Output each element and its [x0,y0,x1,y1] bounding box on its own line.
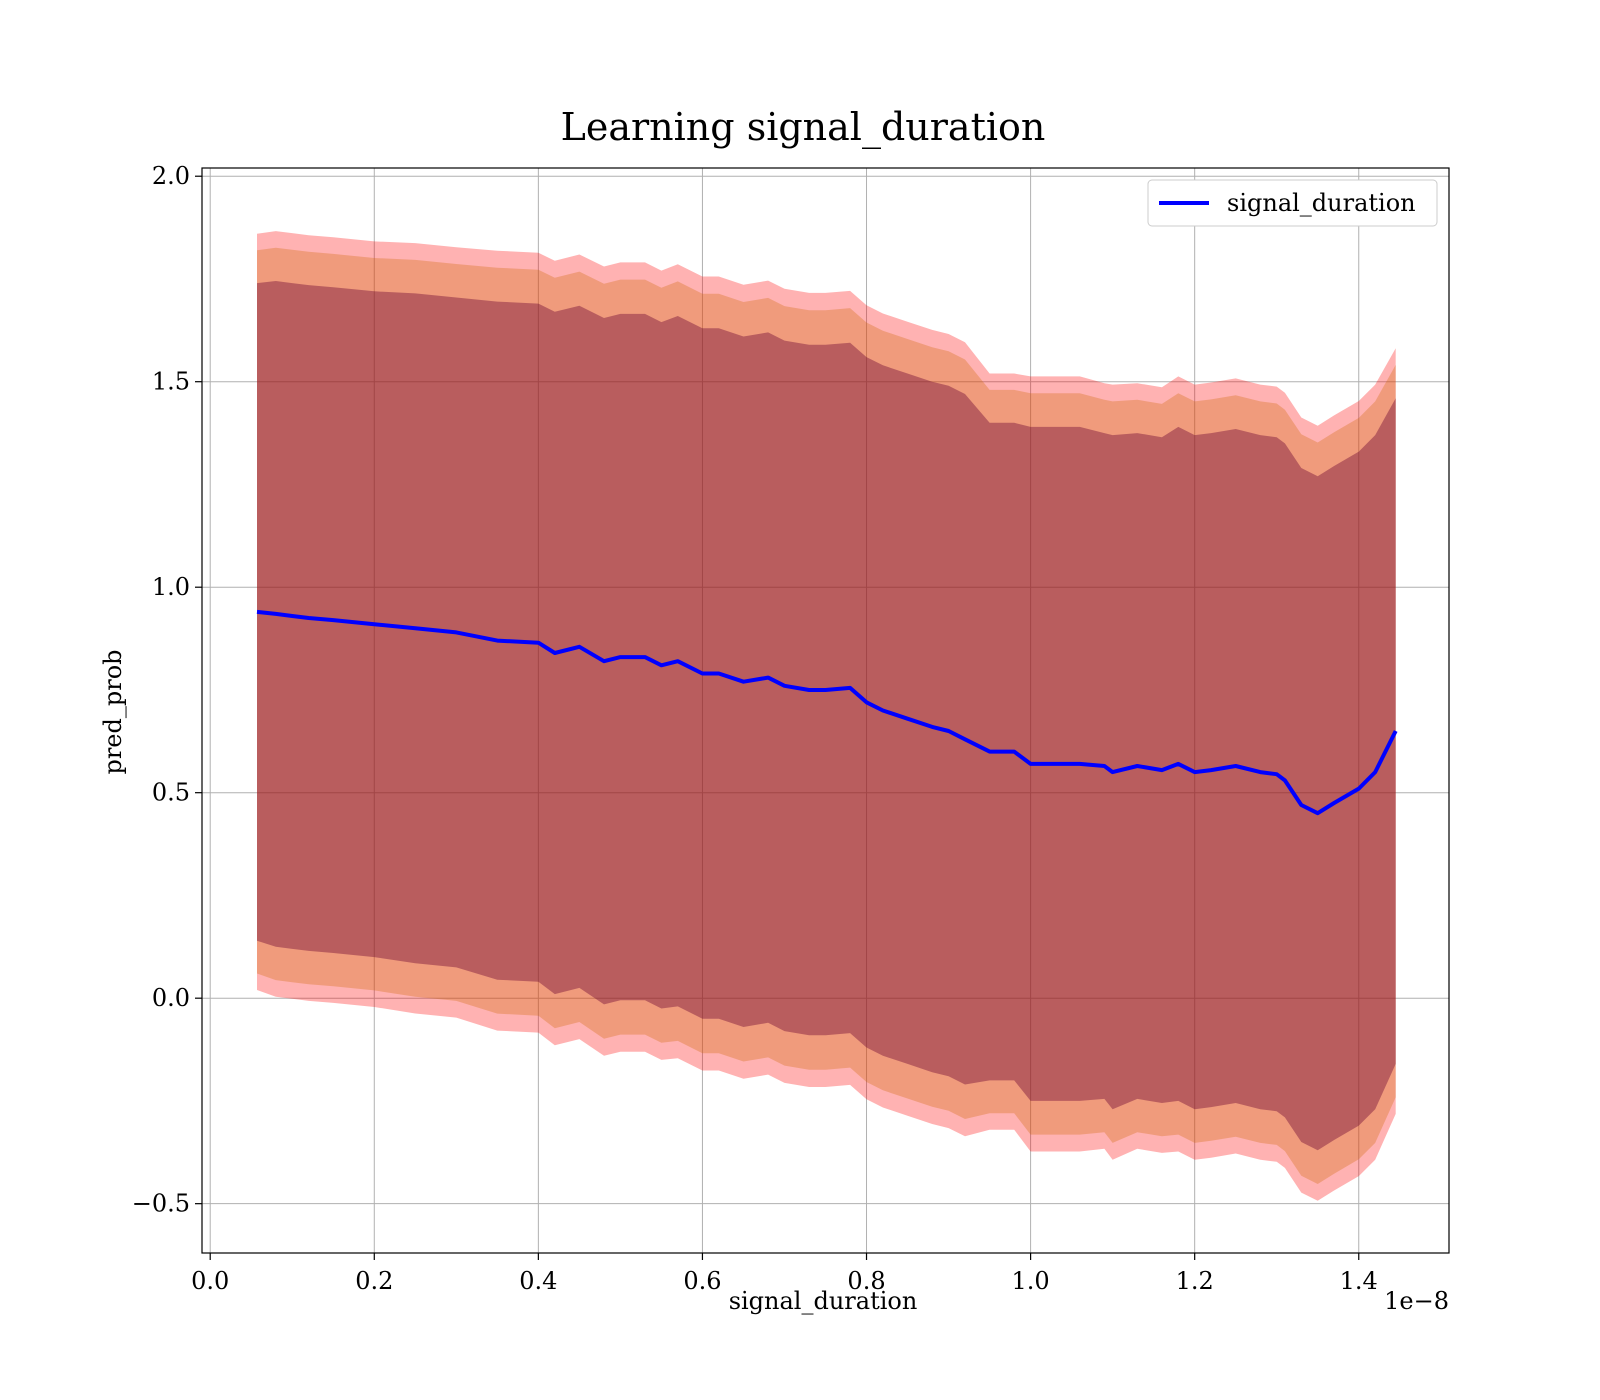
x-tick-label-2: 0.4 [519,1267,557,1295]
chart-title: Learning signal_duration [561,105,1046,150]
series-line-signal-duration [256,609,1398,816]
std-band-inner [257,281,1396,1151]
y-tick-label-0: −0.5 [132,1190,190,1218]
y-tick-label-1: 0.0 [152,984,190,1012]
x-axis-label: signal_duration [729,1287,918,1315]
x-tick-label-6: 1.2 [1176,1267,1214,1295]
legend-box [1147,179,1438,227]
grid [202,168,1449,1253]
plot-frame [201,167,1450,1254]
std-band-middle [257,247,1396,1184]
x-axis-offset-label: 1e−8 [1384,1287,1449,1315]
plot-area: 0.0 0.2 0.4 0.6 0.8 1.0 1.2 1.4 −0.5 0.0 0.5 1.0 1.… [132,162,1450,1295]
legend-label: signal_duration [1227,189,1416,217]
y-tick-label-3: 1.0 [152,573,190,601]
x-tick-label-0: 0.0 [191,1267,229,1295]
x-tick-label-4: 0.8 [847,1267,885,1295]
y-tick-label-2: 0.5 [152,779,190,807]
series-lines [256,609,1398,816]
y-tick-label-5: 2.0 [152,162,190,190]
x-tick-label-7: 1.4 [1340,1267,1378,1295]
std-band-outer [257,231,1396,1201]
std-bands [257,231,1396,1201]
y-axis-label: pred_prob [99,649,127,774]
x-axis-ticks: 0.0 0.2 0.4 0.6 0.8 1.0 1.2 1.4 [191,1253,1378,1295]
x-tick-label-1: 0.2 [355,1267,393,1295]
y-tick-label-4: 1.5 [152,368,190,396]
x-tick-label-5: 1.0 [1012,1267,1050,1295]
y-axis-ticks: −0.5 0.0 0.5 1.0 1.5 2.0 [132,162,202,1218]
x-tick-label-3: 0.6 [683,1267,721,1295]
legend: signal_duration [1147,179,1438,227]
